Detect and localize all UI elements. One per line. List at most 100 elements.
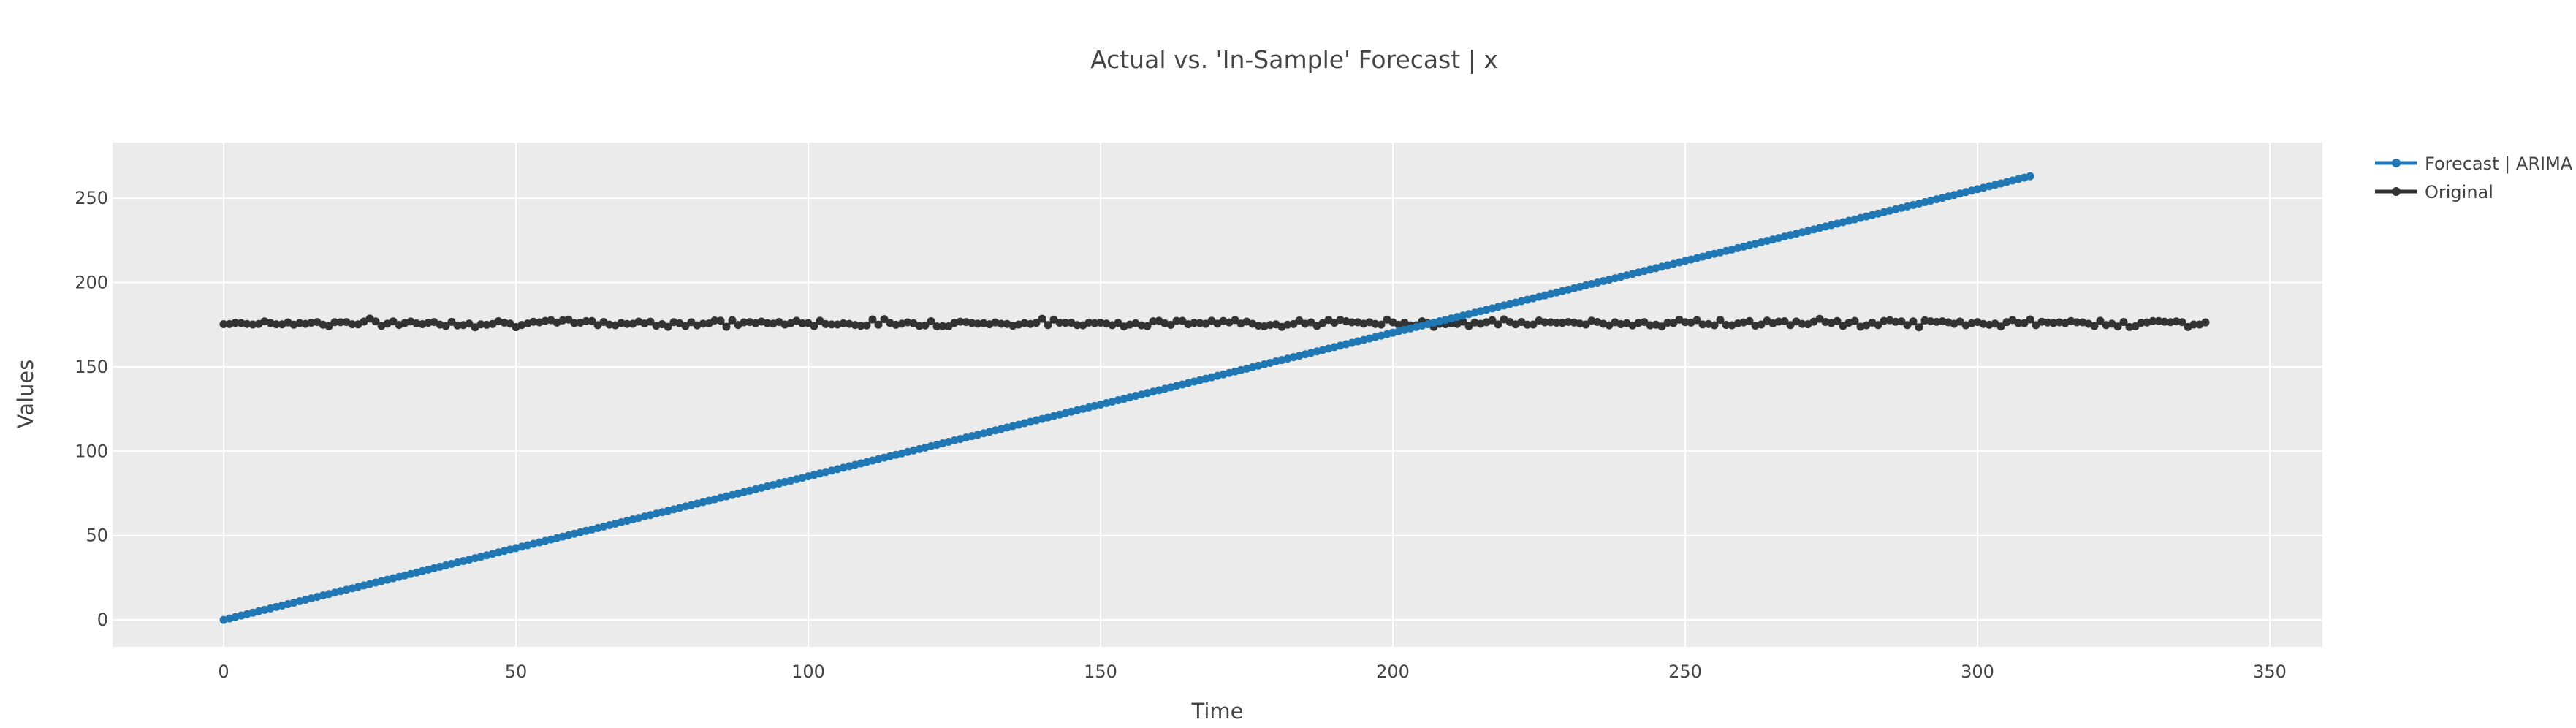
point-original: [243, 319, 251, 328]
y-axis-title: Values: [13, 360, 38, 429]
point-original: [1564, 317, 1573, 326]
point-original: [938, 322, 947, 330]
point-original: [441, 322, 450, 330]
point-original: [1143, 322, 1152, 330]
point-original: [1926, 317, 1935, 326]
point-original: [1874, 321, 1882, 330]
point-original: [1786, 321, 1795, 330]
point-original: [2166, 318, 2175, 327]
point-original: [1903, 321, 1912, 330]
point-original: [710, 316, 719, 325]
point-original: [2178, 318, 2186, 327]
point-original: [944, 322, 953, 331]
point-original: [821, 319, 830, 328]
x-tick-label: 200: [1376, 661, 1410, 682]
point-original: [2037, 317, 2046, 326]
point-original: [605, 320, 614, 329]
point-original: [1172, 316, 1181, 325]
point-original: [816, 316, 824, 325]
point-original: [1780, 317, 1789, 326]
point-original: [1196, 319, 1204, 327]
point-original: [465, 319, 474, 328]
point-original: [740, 318, 748, 327]
point-original: [646, 317, 655, 326]
tick-labels: 0 50 100 150 200 250 300 350 0 50 100 150 200 250: [75, 188, 2287, 682]
point-original: [248, 320, 257, 329]
point-original: [1880, 316, 1888, 325]
point-original: [997, 319, 1006, 328]
point-original: [2026, 315, 2034, 324]
point-original: [810, 322, 818, 330]
point-original: [716, 316, 725, 325]
point-original: [2090, 322, 2099, 330]
point-original: [307, 318, 316, 327]
point-original: [570, 319, 579, 327]
point-original: [447, 317, 456, 326]
chart-title: Actual vs. 'In-Sample' Forecast | x: [1090, 45, 1498, 74]
point-original: [1915, 323, 1923, 332]
point-original: [2020, 319, 2029, 327]
point-original: [1540, 318, 1549, 327]
point-original: [1956, 317, 1964, 326]
point-original: [1669, 319, 1678, 327]
point-original: [1377, 320, 1386, 329]
point-original: [541, 316, 550, 325]
point-original: [2154, 316, 2163, 325]
plot-area: [113, 143, 2322, 647]
point-original: [2032, 321, 2040, 330]
legend-item-forecast[interactable]: Forecast | ARIMA: [2375, 153, 2573, 174]
point-original: [2172, 317, 2181, 326]
point-original: [2201, 318, 2210, 327]
point-original: [1581, 320, 1590, 329]
point-original: [1897, 317, 1906, 326]
point-original: [681, 322, 690, 330]
point-original: [1289, 319, 1298, 328]
point-original: [1757, 320, 1766, 329]
point-original: [1190, 319, 1198, 327]
point-original: [1178, 316, 1187, 325]
point-original: [1909, 317, 1918, 326]
point-original: [529, 317, 538, 326]
x-tick-label: 50: [505, 661, 528, 682]
point-original: [874, 320, 883, 329]
point-original: [2125, 322, 2134, 331]
point-original: [699, 319, 707, 328]
point-original: [330, 318, 339, 327]
point-original: [1839, 322, 1847, 330]
point-original: [582, 316, 590, 325]
point-original: [1055, 318, 1064, 327]
point-original: [1283, 320, 1292, 329]
legend-label-forecast: Forecast | ARIMA: [2425, 153, 2573, 174]
point-original: [1084, 318, 1093, 327]
y-tick-label: 50: [86, 526, 108, 546]
point-original: [1090, 319, 1099, 327]
point-original: [1932, 317, 1941, 326]
point-original: [2131, 322, 2140, 330]
point-original: [921, 321, 930, 330]
y-tick-label: 150: [75, 357, 108, 377]
point-original: [1061, 319, 1070, 327]
point-original: [1710, 321, 1719, 330]
point-original: [272, 320, 281, 329]
y-tick-label: 0: [97, 610, 108, 630]
point-original: [1266, 321, 1274, 330]
y-tick-label: 200: [75, 273, 108, 293]
point-original: [1833, 316, 1842, 325]
point-original: [1657, 322, 1666, 331]
point-original: [1681, 318, 1690, 327]
legend[interactable]: Forecast | ARIMA Original: [2375, 153, 2573, 202]
x-tick-label: 350: [2253, 661, 2287, 682]
point-original: [476, 320, 485, 329]
point-original: [412, 319, 421, 327]
legend-item-original[interactable]: Original: [2375, 182, 2493, 202]
point-original: [1114, 319, 1122, 327]
point-original: [664, 322, 672, 331]
x-axis-title: Time: [1191, 699, 1244, 724]
point-original: [2137, 319, 2146, 327]
point-original: [593, 321, 602, 330]
legend-marker-original: [2392, 187, 2401, 196]
point-original: [2189, 320, 2198, 329]
point-original: [851, 321, 859, 330]
point-original: [231, 319, 240, 327]
